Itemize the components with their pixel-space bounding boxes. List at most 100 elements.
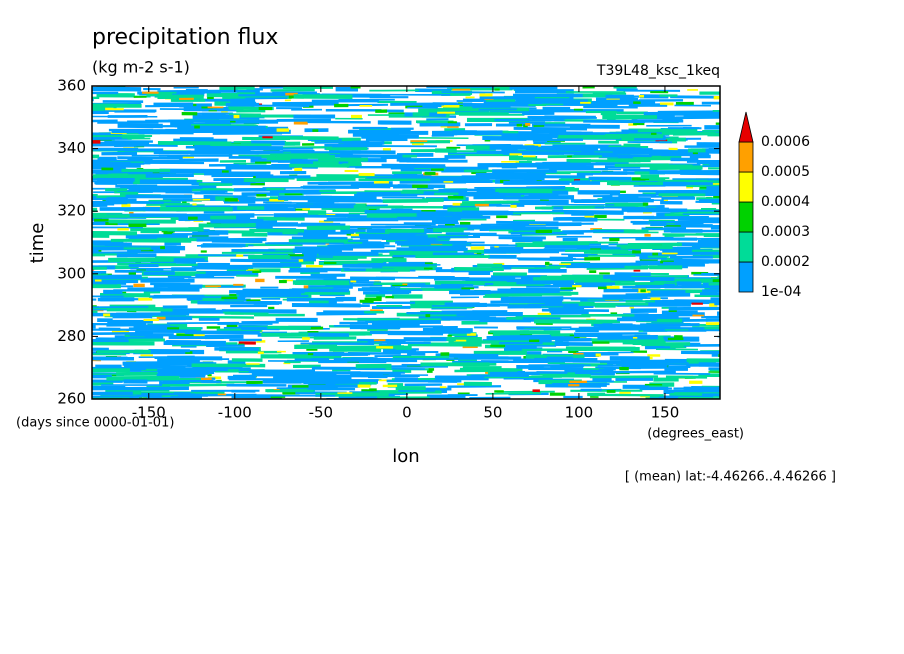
field-streak (92, 96, 100, 99)
field-streak (621, 208, 688, 212)
field-streak (326, 375, 352, 380)
field-streak (734, 106, 787, 110)
field-streak (240, 114, 311, 118)
colorbar-label: 1e-04 (761, 284, 801, 300)
field-streak (345, 103, 389, 107)
field-streak (70, 119, 75, 121)
field-streak (267, 326, 311, 329)
field-streak (452, 88, 471, 91)
field-streak (236, 101, 257, 106)
field-streak (456, 311, 523, 317)
field-streak (92, 157, 93, 162)
field-streak (312, 129, 319, 132)
field-streak (516, 280, 575, 285)
field-streak (245, 294, 268, 298)
field-streak (307, 353, 314, 356)
field-streak (479, 195, 506, 200)
field-streak (270, 396, 286, 398)
field-streak (647, 354, 661, 357)
field-streak (295, 369, 315, 373)
field-streak (701, 315, 720, 319)
field-streak (494, 119, 565, 122)
field-streak (605, 133, 664, 139)
chart-title: precipitation flux (92, 25, 278, 50)
field-streak (202, 188, 233, 190)
field-streak (513, 219, 536, 222)
field-streak (698, 199, 720, 203)
field-streak (692, 152, 698, 155)
field-streak (453, 339, 467, 342)
field-streak (692, 237, 720, 240)
field-streak (402, 283, 408, 285)
field-streak (603, 288, 639, 293)
field-streak (476, 252, 482, 255)
field-streak (650, 222, 667, 227)
field-streak (293, 94, 353, 100)
field-streak (230, 304, 268, 308)
field-streak (166, 321, 239, 325)
field-streak (396, 242, 431, 246)
field-streak (56, 373, 67, 376)
field-streak (507, 304, 542, 309)
field-streak (224, 198, 238, 202)
field-streak (112, 108, 124, 111)
field-streak (229, 338, 262, 342)
field-streak (479, 93, 493, 97)
field-streak (642, 202, 649, 206)
field-streak (623, 143, 641, 148)
field-streak (92, 109, 109, 115)
field-streak (719, 111, 720, 115)
field-streak (592, 341, 610, 344)
field-streak (263, 356, 309, 359)
field-streak (492, 248, 560, 254)
field-streak (731, 87, 740, 89)
field-streak (92, 338, 129, 343)
field-streak (198, 223, 230, 228)
field-streak (94, 200, 164, 205)
field-streak (506, 316, 523, 320)
field-streak (343, 241, 363, 244)
field-streak (92, 174, 146, 179)
field-streak (606, 285, 620, 290)
field-streak (96, 93, 135, 98)
field-streak (723, 332, 791, 336)
field-streak (323, 278, 364, 281)
field-streak (70, 319, 78, 321)
y-tick-label: 320 (57, 202, 86, 220)
field-streak (130, 227, 201, 232)
field-streak (559, 263, 571, 266)
field-streak (377, 100, 417, 104)
field-streak (148, 349, 190, 353)
y-tick-label: 360 (57, 77, 86, 95)
field-streak (382, 198, 429, 203)
field-streak (307, 387, 356, 391)
field-streak (307, 181, 327, 185)
field-streak (541, 138, 583, 142)
field-streak (565, 249, 629, 253)
field-streak (720, 132, 727, 134)
field-streak (162, 305, 188, 309)
field-streak (162, 367, 214, 371)
field-streak (370, 223, 436, 226)
field-streak (518, 258, 558, 261)
field-streak (181, 112, 198, 116)
field-streak (598, 140, 619, 144)
field-streak (589, 270, 597, 274)
field-streak (623, 168, 658, 172)
field-streak (306, 225, 350, 231)
field-streak (735, 366, 762, 368)
field-streak (530, 133, 559, 138)
field-streak (179, 137, 214, 140)
field-streak (612, 150, 663, 155)
field-streak (294, 283, 350, 286)
field-streak (572, 285, 582, 288)
field-streak (660, 201, 683, 205)
field-streak (232, 196, 256, 200)
field-streak (127, 120, 194, 123)
field-streak (393, 357, 460, 360)
field-streak (395, 205, 447, 209)
field-streak (619, 391, 631, 394)
field-streak (92, 204, 108, 208)
field-streak (460, 302, 487, 308)
field-streak (568, 384, 580, 387)
